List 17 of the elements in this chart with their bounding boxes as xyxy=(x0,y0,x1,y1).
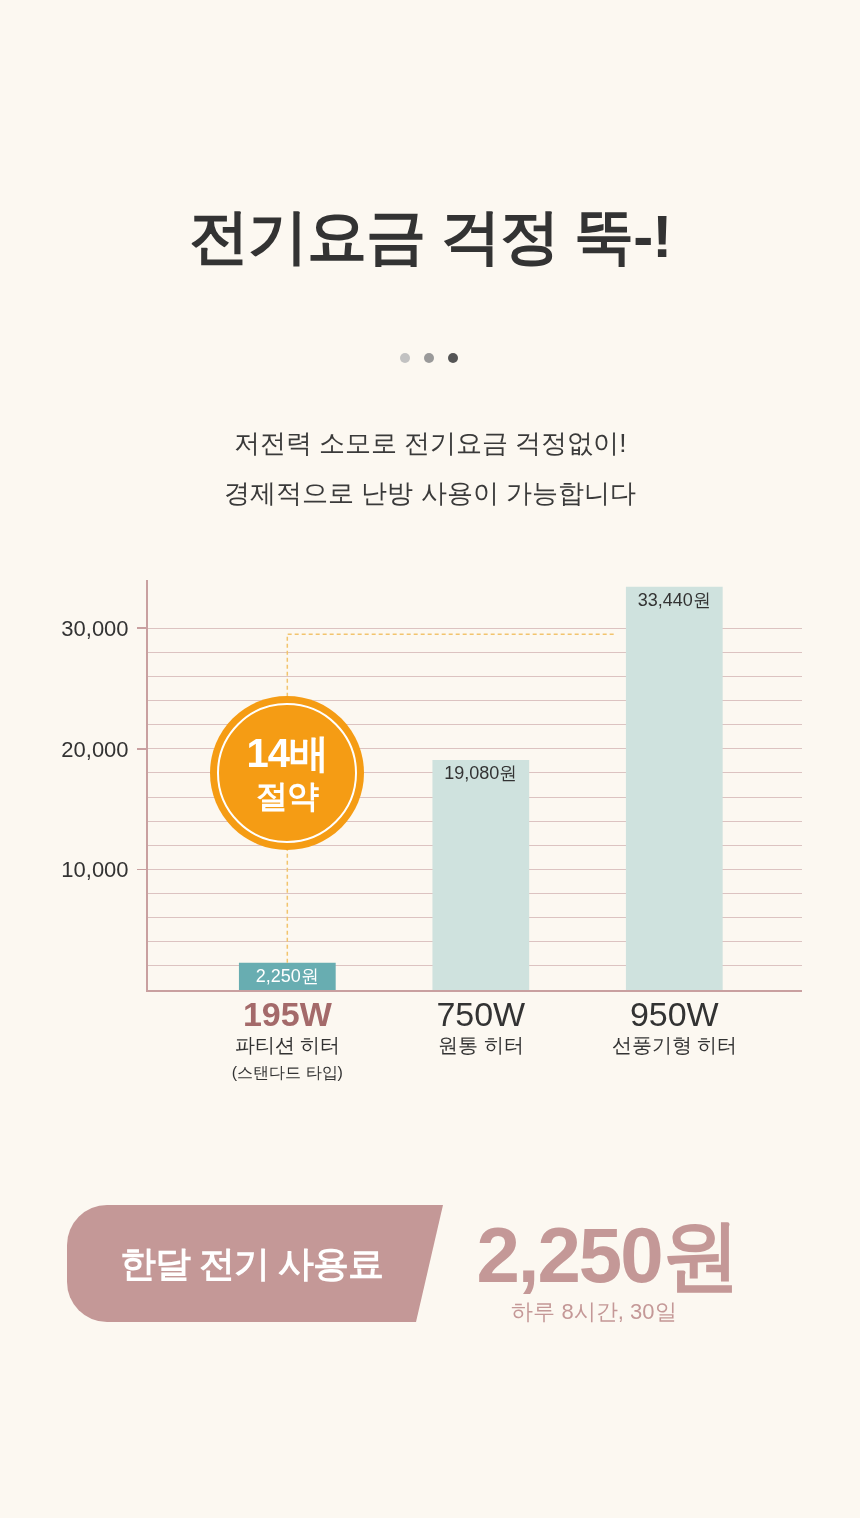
text: 한달 전기 사용료 xyxy=(119,1242,385,1286)
x-tick-label: 950W 선풍기형 히터 xyxy=(611,995,738,1056)
x-tick-label: 195W 파티션 히터 (스탠다드 타입) xyxy=(231,995,343,1081)
annotation: 14배 절약 xyxy=(246,729,329,816)
data-label: 19,080원 xyxy=(444,762,518,783)
data-label: 2,250원 xyxy=(255,965,319,986)
y-tick-label: 20,000 xyxy=(61,736,129,762)
chart-title: 전기요금 걱정 뚝-! xyxy=(187,202,673,272)
y-tick-label: 10,000 xyxy=(61,857,129,883)
chart-subtitle: 저전력 소모로 전기요금 걱정없이! 경제적으로 난방 사용이 가능합니다 xyxy=(223,427,637,510)
bar xyxy=(625,586,723,990)
text: 하루 8시간, 30일 xyxy=(510,1298,678,1326)
x-tick-label: 750W 원통 히터 xyxy=(436,995,526,1056)
data-label: 33,440원 xyxy=(637,589,711,610)
y-tick-label: 30,000 xyxy=(61,615,129,641)
bar xyxy=(432,759,530,990)
text: 2,250원 xyxy=(475,1210,739,1301)
